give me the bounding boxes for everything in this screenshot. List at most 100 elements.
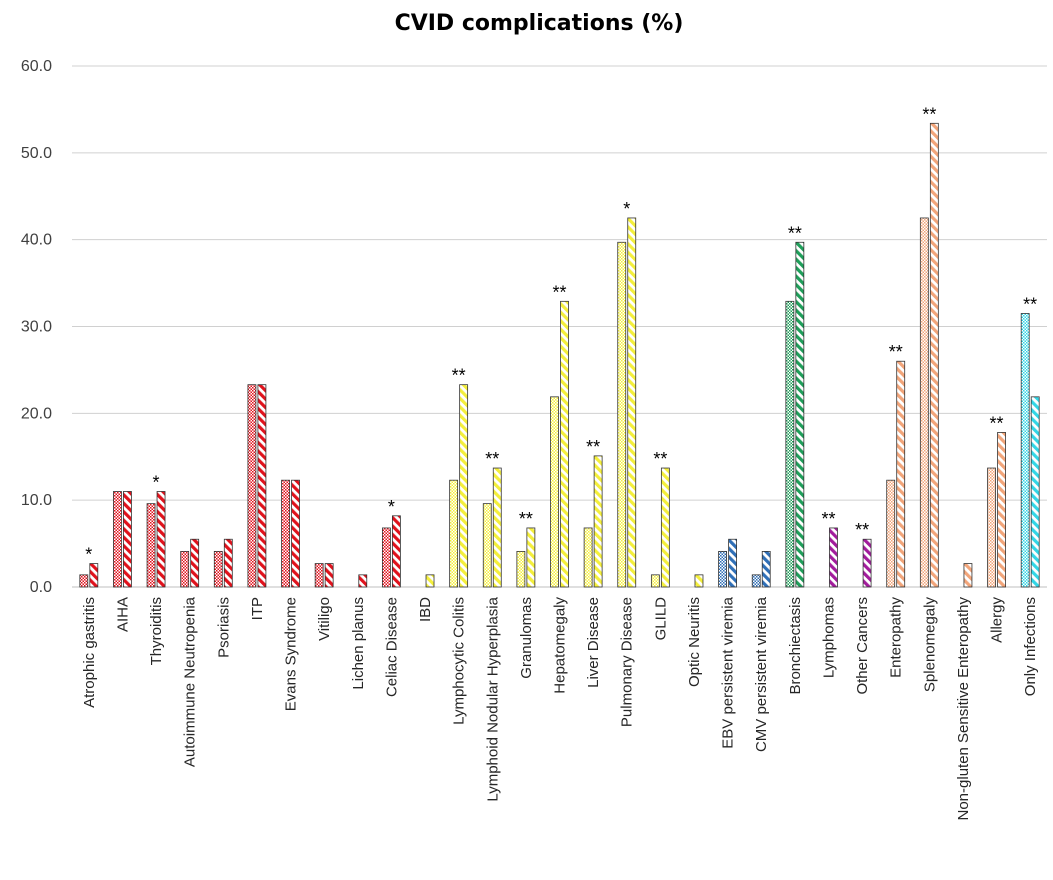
bar-dotted	[550, 396, 559, 588]
y-tick-label: 20.0	[21, 405, 52, 422]
y-tick-label: 0.0	[30, 579, 52, 596]
significance-marker: **	[1023, 294, 1037, 314]
x-tick-label: Non-gluten Sensitive Enteropathy	[955, 597, 972, 821]
significance-marker: **	[485, 449, 499, 469]
x-tick-label: Allergy	[989, 597, 1006, 643]
x-tick-label: CMV persistent viremia	[753, 596, 770, 752]
x-tick-label: Pulmonary Disease	[619, 597, 636, 727]
bar-dotted	[281, 479, 290, 588]
bar-dotted	[751, 574, 761, 588]
x-tick-label: Thyroiditis	[148, 597, 165, 665]
bar-dotted	[583, 527, 593, 588]
x-tick-label: GLILD	[652, 597, 669, 641]
chart-title: CVID complications (%)	[395, 11, 684, 36]
bar-dotted	[213, 550, 223, 588]
bar-striped	[627, 217, 637, 588]
significance-marker: **	[855, 520, 869, 540]
bar-dotted	[113, 491, 122, 588]
bar-striped	[190, 538, 200, 588]
x-tick-label: AIHA	[114, 597, 131, 632]
bar-dotted	[617, 241, 627, 588]
x-tick-label: Bronchiectasis	[787, 597, 804, 695]
bar-dotted	[314, 563, 324, 588]
bar-dotted	[650, 574, 660, 588]
significance-marker: **	[552, 282, 566, 302]
significance-marker: *	[153, 472, 160, 492]
x-tick-label: Other Cancers	[854, 597, 871, 695]
y-tick-label: 10.0	[21, 492, 52, 509]
bar-striped	[728, 538, 738, 588]
bar-dotted	[919, 217, 929, 588]
y-tick-label: 40.0	[21, 232, 52, 249]
gridlines	[72, 65, 1047, 588]
bar-dotted	[1020, 313, 1030, 588]
y-tick-label: 30.0	[21, 319, 52, 336]
bar-striped	[324, 563, 334, 588]
x-tick-label: Lymphoid Nodular Hyperplasia	[484, 596, 501, 801]
bar-striped	[829, 527, 838, 588]
bar-striped	[1030, 396, 1040, 588]
bar-striped	[694, 574, 704, 588]
significance-marker: **	[653, 449, 667, 469]
bar-striped	[291, 479, 300, 588]
x-tick-label: Granulomas	[518, 597, 535, 679]
bar-striped	[862, 538, 872, 588]
x-tick-label: Hepatomegaly	[552, 597, 569, 694]
bar-striped	[123, 491, 132, 588]
bar-striped	[223, 538, 233, 588]
bar-dotted	[180, 550, 190, 588]
x-tick-label: Optic Neuritis	[686, 597, 703, 687]
significance-marker: *	[388, 497, 395, 517]
bar-dotted	[886, 479, 896, 588]
bar-dotted	[247, 384, 257, 588]
significance-marker: *	[85, 545, 92, 565]
bar-striped	[459, 384, 469, 588]
bar-dotted	[718, 550, 728, 588]
x-tick-label: IBD	[417, 597, 434, 622]
significance-marker: **	[821, 509, 835, 529]
significance-marker: **	[519, 509, 533, 529]
bar-striped	[89, 563, 99, 588]
bar-dotted	[516, 550, 526, 588]
bar-striped	[896, 360, 906, 588]
x-tick-label: EBV persistent viremia	[720, 596, 737, 748]
significance-marker: **	[922, 104, 936, 124]
bar-striped	[391, 515, 401, 588]
bar-striped	[358, 574, 368, 588]
x-tick-label: Evans Syndrome	[283, 597, 300, 711]
significance-marker: **	[452, 366, 466, 386]
bar-dotted	[482, 503, 492, 588]
bar-striped	[660, 467, 670, 588]
y-tick-label: 60.0	[21, 58, 52, 75]
y-tick-label: 50.0	[21, 145, 52, 162]
x-tick-label: Celiac Disease	[383, 597, 400, 697]
bar-striped	[997, 432, 1006, 588]
significance-markers: ******************************	[85, 104, 1037, 564]
x-axis-ticks: Atrophic gastritis AIHA Thyroiditis Autoimm…	[81, 596, 1039, 820]
bar-dotted	[79, 574, 89, 588]
x-tick-label: Lymphomas	[820, 597, 837, 678]
bar-striped	[593, 455, 603, 588]
x-tick-label: Splenomegaly	[921, 597, 938, 693]
significance-marker: **	[788, 223, 802, 243]
bar-striped	[526, 527, 536, 588]
bar-striped	[257, 384, 267, 588]
x-tick-label: Liver Disease	[585, 597, 602, 688]
x-tick-label: Atrophic gastritis	[81, 597, 98, 708]
x-tick-label: Lichen planus	[350, 597, 367, 690]
bar-striped	[929, 122, 939, 588]
significance-marker: **	[586, 437, 600, 457]
bar-dotted	[381, 527, 391, 588]
bar-dotted	[449, 479, 459, 588]
x-tick-label: Enteropathy	[888, 597, 905, 678]
bars	[79, 122, 1040, 588]
bar-striped	[560, 300, 569, 588]
bar-dotted	[146, 503, 156, 588]
bar-striped	[795, 241, 805, 588]
significance-marker: *	[623, 199, 630, 219]
bar-striped	[761, 550, 771, 588]
x-tick-label: Only Infections	[1022, 597, 1039, 696]
bar-dotted	[987, 467, 996, 588]
x-tick-label: Autoimmune Neutropenia	[182, 596, 199, 767]
